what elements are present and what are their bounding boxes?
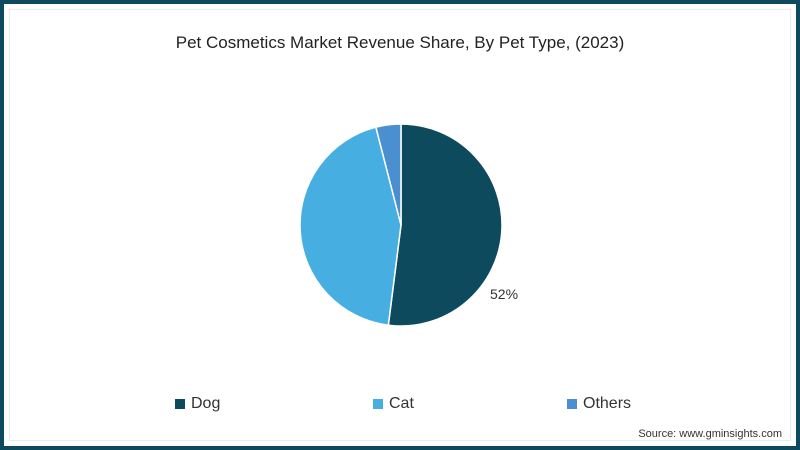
pie-slice-dog — [387, 123, 503, 327]
source-note: Source: www.gminsights.com — [638, 428, 782, 440]
pie-slice-others — [374, 123, 402, 226]
legend-label-cat: Cat — [389, 395, 414, 412]
legend-item-others: Others — [567, 395, 631, 413]
legend-swatch-cat — [373, 399, 383, 409]
legend-swatch-dog — [175, 399, 185, 409]
legend-item-cat: Cat — [373, 395, 414, 413]
legend-label-others: Others — [583, 395, 632, 412]
legend-swatch-others — [567, 399, 577, 409]
dog-data-label: 52% — [490, 286, 519, 302]
pie-slices — [299, 123, 503, 327]
pie-slice-cat — [299, 126, 402, 327]
legend-label-dog: Dog — [191, 395, 221, 412]
chart-title: Pet Cosmetics Market Revenue Share, By P… — [175, 33, 625, 52]
legend-item-dog: Dog — [175, 395, 220, 413]
